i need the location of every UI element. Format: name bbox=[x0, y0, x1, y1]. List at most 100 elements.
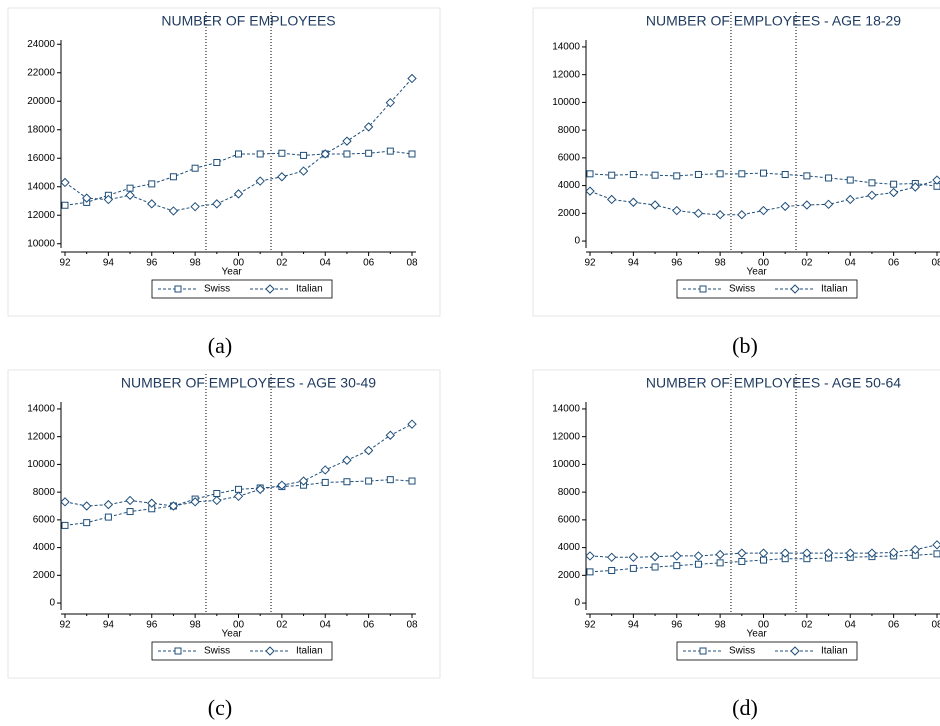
marker bbox=[780, 201, 790, 212]
marker bbox=[845, 548, 855, 558]
marker bbox=[168, 501, 179, 511]
marker bbox=[910, 182, 921, 192]
y-tick-label: 12000 bbox=[27, 210, 55, 221]
y-tick-label: 2000 bbox=[558, 570, 581, 581]
marker bbox=[910, 544, 921, 555]
panel-frame bbox=[7, 7, 441, 317]
marker bbox=[585, 551, 595, 561]
series-line bbox=[589, 172, 938, 187]
marker bbox=[737, 548, 747, 558]
marker bbox=[277, 480, 287, 490]
marker bbox=[265, 284, 275, 294]
marker bbox=[265, 646, 275, 656]
legend-label: Italian bbox=[821, 284, 848, 295]
y-tick-label: 18000 bbox=[27, 124, 55, 135]
marker bbox=[586, 170, 594, 178]
y-tick-label: 10000 bbox=[552, 97, 580, 108]
marker bbox=[385, 97, 396, 108]
marker bbox=[715, 549, 725, 560]
x-tick-label: 02 bbox=[801, 620, 813, 631]
x-tick-label: 06 bbox=[363, 620, 375, 631]
y-tick-label: 2000 bbox=[558, 208, 581, 219]
marker bbox=[802, 200, 812, 210]
marker bbox=[408, 150, 416, 158]
chart-title: NUMBER OF EMPLOYEES - AGE 30-49 bbox=[121, 375, 376, 391]
panel-frame bbox=[532, 7, 940, 317]
marker bbox=[790, 646, 800, 656]
marker bbox=[386, 476, 394, 484]
marker bbox=[693, 208, 704, 219]
y-tick-label: 10000 bbox=[27, 238, 55, 249]
chart-panel: NUMBER OF EMPLOYEES - AGE 18-29020004000… bbox=[532, 7, 940, 358]
y-tick-label: 4000 bbox=[558, 180, 581, 191]
legend-box bbox=[676, 279, 858, 299]
y-tick-label: 6000 bbox=[558, 515, 581, 526]
marker bbox=[60, 177, 70, 188]
marker bbox=[888, 187, 899, 198]
x-tick-label: 92 bbox=[59, 620, 71, 631]
caption: (d) bbox=[732, 695, 758, 720]
marker bbox=[168, 206, 179, 216]
x-tick-label: 94 bbox=[103, 258, 115, 269]
marker bbox=[321, 478, 329, 486]
caption: (a) bbox=[208, 333, 232, 358]
marker bbox=[125, 190, 135, 200]
marker bbox=[608, 566, 616, 574]
marker bbox=[365, 149, 373, 157]
marker bbox=[823, 199, 834, 210]
series-line bbox=[64, 78, 413, 212]
marker bbox=[606, 194, 617, 205]
marker bbox=[233, 491, 244, 502]
marker bbox=[61, 201, 69, 209]
x-tick-label: 02 bbox=[801, 258, 813, 269]
marker bbox=[650, 200, 660, 210]
series-line bbox=[589, 544, 938, 558]
marker bbox=[673, 172, 681, 180]
x-axis-label: Year bbox=[222, 267, 243, 278]
y-tick-label: 14000 bbox=[552, 42, 580, 53]
y-tick-label: 4000 bbox=[558, 542, 581, 553]
marker bbox=[60, 497, 70, 507]
legend-label: Swiss bbox=[204, 646, 230, 657]
marker bbox=[61, 521, 69, 529]
marker bbox=[845, 194, 855, 205]
marker bbox=[255, 484, 265, 495]
y-tick-label: 0 bbox=[49, 598, 55, 609]
marker bbox=[386, 147, 394, 155]
marker bbox=[190, 497, 200, 507]
marker bbox=[385, 430, 396, 440]
x-tick-label: 92 bbox=[584, 620, 596, 631]
chart-panel: NUMBER OF EMPLOYEES - AGE 50-64020004000… bbox=[532, 369, 940, 720]
x-tick-label: 04 bbox=[845, 258, 857, 269]
x-tick-label: 08 bbox=[931, 258, 940, 269]
marker bbox=[191, 164, 199, 172]
x-tick-label: 02 bbox=[276, 258, 288, 269]
marker bbox=[738, 170, 746, 178]
marker bbox=[888, 547, 899, 558]
marker bbox=[585, 186, 595, 196]
marker bbox=[650, 551, 660, 562]
caption: (b) bbox=[732, 333, 758, 358]
y-tick-label: 14000 bbox=[27, 404, 55, 415]
marker bbox=[760, 556, 767, 564]
marker bbox=[846, 176, 854, 184]
x-tick-label: 96 bbox=[146, 258, 158, 269]
marker bbox=[890, 180, 898, 188]
marker bbox=[780, 548, 790, 558]
chart-title: NUMBER OF EMPLOYEES - AGE 18-29 bbox=[646, 13, 901, 29]
marker bbox=[802, 548, 812, 558]
marker bbox=[608, 171, 616, 179]
marker bbox=[694, 171, 702, 179]
marker bbox=[81, 193, 92, 203]
marker bbox=[715, 210, 725, 220]
marker bbox=[256, 150, 264, 158]
y-tick-label: 4000 bbox=[33, 542, 56, 553]
marker bbox=[672, 205, 682, 216]
x-tick-label: 06 bbox=[363, 258, 375, 269]
caption: (c) bbox=[208, 695, 232, 720]
x-tick-label: 00 bbox=[758, 258, 770, 269]
marker bbox=[628, 197, 639, 207]
marker bbox=[868, 179, 876, 187]
marker bbox=[298, 476, 309, 486]
x-axis-label: Year bbox=[747, 629, 768, 640]
